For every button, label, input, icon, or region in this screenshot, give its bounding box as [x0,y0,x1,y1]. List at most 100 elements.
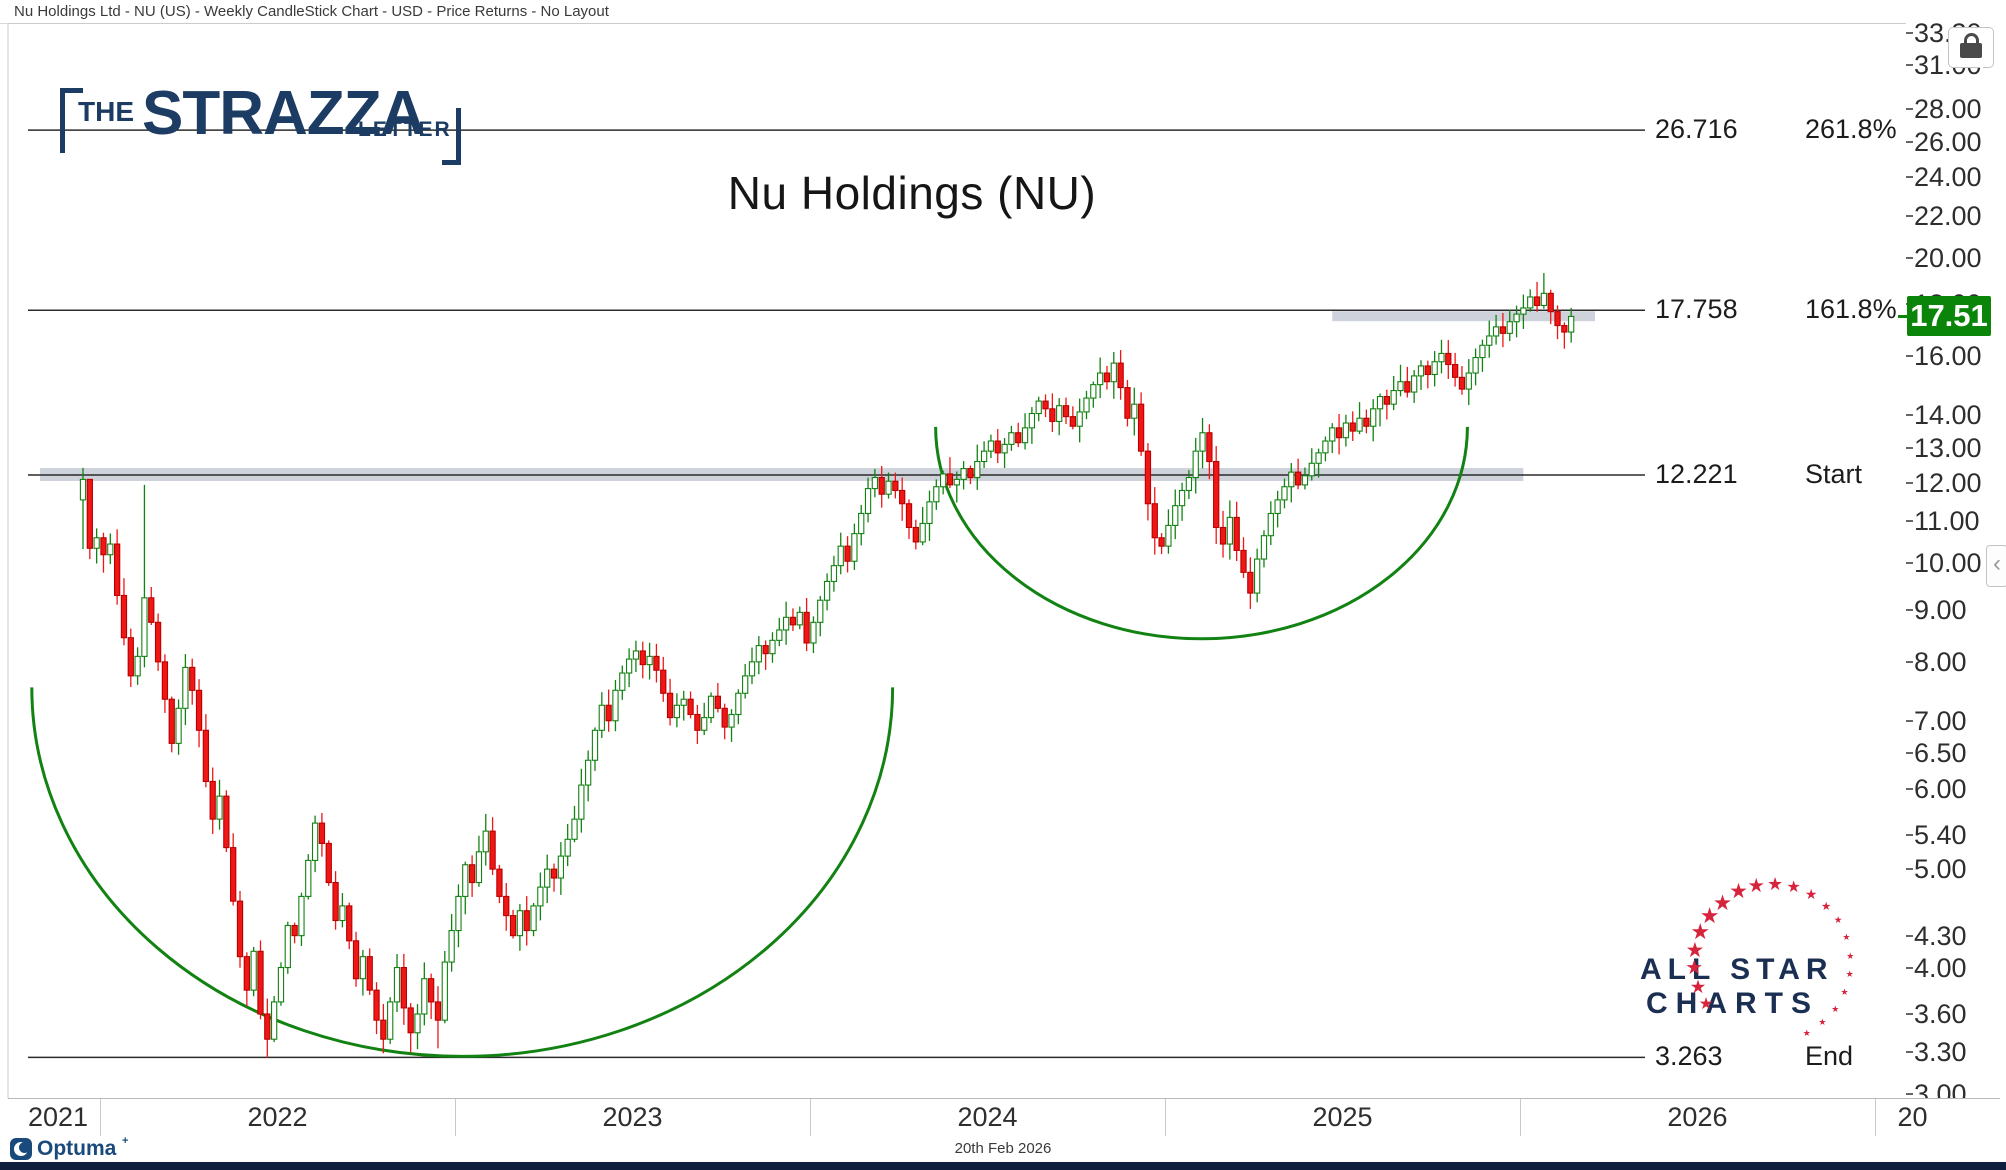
year-label: 2025 [1312,1102,1373,1132]
candle-up [134,655,141,677]
year-separator [1519,1099,1521,1136]
time-axis[interactable]: 2021 2022 2023 2024 2025 2026 20 [8,1098,2000,1137]
candle-up [1472,357,1479,374]
price-tick-mark [1906,1012,1913,1015]
candle-up [680,698,687,706]
price-tick-mark [1906,868,1913,871]
price-tick-mark [1906,31,1913,34]
candle-up [858,512,865,535]
candle-up [1165,524,1172,547]
candle-up [284,924,291,969]
candle-down [1404,381,1411,393]
candle-up [1370,408,1377,427]
year-label: 2026 [1667,1102,1728,1132]
price-tick-mark [1906,1093,1913,1096]
candle-down [1335,427,1343,439]
candle-down [1219,526,1227,545]
candle-up [175,707,182,744]
price-tick-mark [1906,108,1913,111]
candle-down [1363,417,1370,427]
price-axis[interactable]: 33.3031.0028.0026.0024.0022.0020.0018.00… [1906,18,2006,1109]
candle-up [1479,344,1486,359]
candle-up [571,818,578,840]
candle-up [141,597,148,657]
strazza-name: STRAZZA [142,79,425,148]
candle-down [653,655,660,671]
candle-down [892,480,899,492]
lock-scale-button[interactable] [1948,27,1994,69]
candle-down [994,440,1001,454]
candle-up [1431,361,1438,376]
candle-up [339,905,346,922]
star-icon: ★ [1802,1027,1811,1038]
candle-down [1042,400,1049,410]
fib-price: 26.716 [1655,114,1738,145]
price-tick-mark [1906,256,1913,259]
candle-down [1069,416,1076,427]
price-tick-label: 5.00 [1914,854,1967,885]
candle-down [223,795,230,849]
year-separator [810,1099,812,1136]
candle-down [905,503,913,529]
candle-up [1356,417,1363,432]
candle-up [796,611,803,626]
candle-up [830,565,838,583]
candle-down [496,868,503,897]
candle-up [578,784,585,820]
strazza-letter-logo: THE STRAZZA LETTER [58,79,461,167]
star-icon: ★ [1804,886,1818,903]
star-icon: ★ [1831,1003,1840,1014]
price-tick-label: 3.60 [1914,998,1967,1029]
candle-up [475,851,483,884]
candle-up [1172,505,1179,526]
all-star-charts-logo: ALL STAR CHARTS ★ ★ ★ ★ ★ ★ ★ ★ ★ ★ ★ ★ ★ ★ ★ ★ ★ ★ ★ ★ ★ [1640,875,1880,1040]
candle-up [455,895,462,932]
candle-up [1506,321,1513,334]
candle-down [694,713,701,731]
candle-up [742,675,749,694]
star-icon: ★ [1818,1017,1827,1028]
candle-up [612,689,619,722]
candle-up [93,537,100,549]
candle-down [264,1013,271,1040]
candle-down [1124,387,1131,419]
candle-down [1554,311,1561,327]
candle-down [503,895,510,917]
candle-up [837,545,844,567]
fib-price: 3.263 [1655,1041,1723,1072]
cup-pattern-arc[interactable] [30,687,895,1058]
candle-down [762,645,769,655]
candle-up [1411,375,1418,393]
candle-up [987,440,995,452]
bottom-accent-bar [0,1162,2006,1170]
candle-up [810,621,817,644]
candle-down [550,868,558,879]
candle-up [1465,372,1472,390]
candle-up [619,672,626,691]
candle-up [769,639,776,655]
candle-down [666,692,674,719]
collapse-panel-button[interactable]: ‹ [1986,545,2006,587]
candle-up [585,759,592,786]
candle-up [755,645,762,663]
fib-price: 12.221 [1655,459,1738,489]
candle-up [530,905,537,932]
candle-down [202,729,210,782]
cup-pattern-arc[interactable] [934,426,1469,640]
candle-down [1137,403,1145,452]
candle-up [1056,405,1063,422]
candle-up [625,658,633,674]
star-icon: ★ [1698,995,1714,1014]
candle-down [1458,376,1466,390]
star-icon: ★ [1820,899,1832,913]
price-tick-mark [1906,141,1913,144]
candle-down [1103,372,1111,383]
star-icon: ★ [1729,880,1748,904]
candle-down [1547,292,1554,313]
candle-up [1342,422,1350,439]
candle-up [1076,411,1083,427]
year-separator [455,1099,457,1136]
candle-up [516,910,524,937]
star-icon: ★ [1690,919,1710,945]
